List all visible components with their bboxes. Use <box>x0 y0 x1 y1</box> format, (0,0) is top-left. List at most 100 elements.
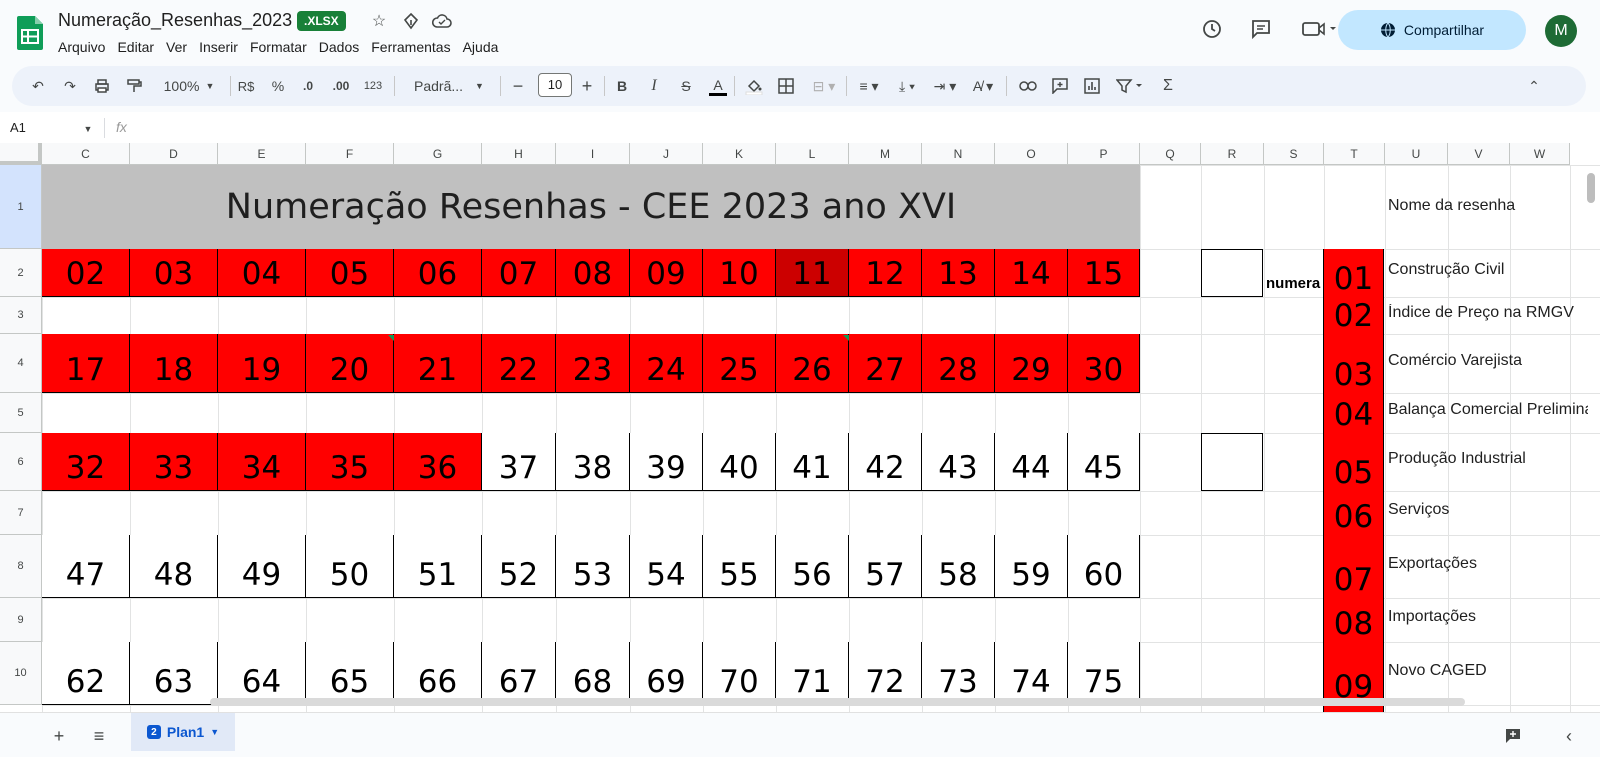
number-cell[interactable]: 59 <box>995 535 1068 598</box>
menu-ajuda[interactable]: Ajuda <box>462 39 499 55</box>
currency-format-button[interactable]: R$ <box>237 78 255 94</box>
align-horizontal-icon[interactable]: ≡ ▾ <box>859 77 879 94</box>
empty-box-cell[interactable] <box>1201 249 1263 297</box>
number-cell[interactable]: 72 <box>849 642 922 705</box>
column-header-m[interactable]: M <box>849 143 922 165</box>
column-header-s[interactable]: S <box>1264 143 1324 165</box>
percent-format-button[interactable]: % <box>271 78 285 94</box>
menu-dados[interactable]: Dados <box>318 39 360 55</box>
share-button[interactable]: Compartilhar <box>1338 10 1526 50</box>
number-cell[interactable]: 51 <box>394 535 482 598</box>
number-cell[interactable]: 69 <box>630 642 703 705</box>
number-cell[interactable]: 52 <box>482 535 556 598</box>
number-cell[interactable]: 65 <box>306 642 394 705</box>
number-cell[interactable]: 40 <box>703 433 776 491</box>
number-cell[interactable]: 11 <box>776 249 849 297</box>
row-header-7[interactable]: 7 <box>0 491 42 535</box>
side-list-number[interactable]: 03 <box>1323 334 1384 393</box>
number-cell[interactable]: 25 <box>703 334 776 393</box>
number-cell[interactable]: 49 <box>218 535 306 598</box>
number-cell[interactable]: 63 <box>130 642 218 705</box>
row-header-3[interactable]: 3 <box>0 297 42 334</box>
number-cell[interactable]: 53 <box>556 535 630 598</box>
column-header-d[interactable]: D <box>130 143 218 165</box>
font-size-input[interactable]: 10 <box>538 73 572 97</box>
select-all-corner[interactable] <box>0 143 42 165</box>
number-cell[interactable]: 19 <box>218 334 306 393</box>
number-cell[interactable]: 23 <box>556 334 630 393</box>
version-history-icon[interactable] <box>1199 16 1225 42</box>
redo-icon[interactable]: ↷ <box>64 77 76 94</box>
number-cell[interactable]: 18 <box>130 334 218 393</box>
decrease-decimal-button[interactable]: .0 <box>302 79 313 93</box>
side-list-name[interactable]: Produção Industrial <box>1388 450 1526 467</box>
number-cell[interactable]: 33 <box>130 433 218 491</box>
side-list-number[interactable]: 07 <box>1323 535 1384 598</box>
column-header-k[interactable]: K <box>703 143 776 165</box>
column-header-l[interactable]: L <box>776 143 849 165</box>
row-header-6[interactable]: 6 <box>0 433 42 491</box>
bold-icon[interactable]: B <box>616 78 628 94</box>
horizontal-scrollbar[interactable] <box>210 698 1465 706</box>
number-cell[interactable]: 41 <box>776 433 849 491</box>
column-header-h[interactable]: H <box>482 143 556 165</box>
side-list-name[interactable]: Balança Comercial Preliminar <box>1388 401 1588 418</box>
column-header-p[interactable]: P <box>1068 143 1140 165</box>
side-list-number[interactable]: 05 <box>1323 433 1384 491</box>
number-cell[interactable]: 24 <box>630 334 703 393</box>
text-wrap-icon[interactable]: ⇥ ▾ <box>933 77 957 94</box>
move-folder-icon[interactable] <box>400 10 422 32</box>
column-header-t[interactable]: T <box>1324 143 1385 165</box>
row-header-10[interactable]: 10 <box>0 642 42 705</box>
column-header-i[interactable]: I <box>556 143 630 165</box>
fill-color-icon[interactable] <box>742 74 766 98</box>
menu-editar[interactable]: Editar <box>117 39 155 55</box>
insert-chart-icon[interactable] <box>1080 74 1104 98</box>
collapse-toolbar-icon[interactable]: ⌃ <box>1528 77 1540 94</box>
number-cell[interactable]: 22 <box>482 334 556 393</box>
number-cell[interactable]: 37 <box>482 433 556 491</box>
number-cell[interactable]: 34 <box>218 433 306 491</box>
number-cell[interactable]: 39 <box>630 433 703 491</box>
all-sheets-icon[interactable]: ≡ <box>93 725 105 746</box>
add-sheet-icon[interactable]: + <box>53 725 65 746</box>
paint-format-icon[interactable] <box>122 74 146 98</box>
number-cell[interactable]: 70 <box>703 642 776 705</box>
column-header-e[interactable]: E <box>218 143 306 165</box>
sheet-title-cell[interactable]: Numeração Resenhas - CEE 2023 ano XVI <box>42 165 1140 249</box>
number-cell[interactable]: 43 <box>922 433 995 491</box>
borders-icon[interactable] <box>774 74 798 98</box>
number-cell[interactable]: 02 <box>42 249 130 297</box>
row-header-4[interactable]: 4 <box>0 334 42 393</box>
number-cell[interactable]: 50 <box>306 535 394 598</box>
side-list-name[interactable]: Comércio Varejista <box>1388 351 1522 369</box>
sheet-tab-plan1[interactable]: 2 Plan1 ▼ <box>131 713 235 751</box>
side-list-name[interactable]: Índice de Preço na RMGV <box>1388 303 1574 321</box>
avatar[interactable]: M <box>1545 15 1577 47</box>
number-cell[interactable]: 75 <box>1068 642 1140 705</box>
row-header-1[interactable]: 1 <box>0 165 42 249</box>
number-cell[interactable]: 71 <box>776 642 849 705</box>
name-box[interactable]: A1 ▼ <box>10 120 92 135</box>
column-header-f[interactable]: F <box>306 143 394 165</box>
side-list-name[interactable]: Exportações <box>1388 554 1477 572</box>
column-header-v[interactable]: V <box>1448 143 1510 165</box>
column-header-j[interactable]: J <box>630 143 703 165</box>
sheets-logo-icon[interactable] <box>17 16 43 50</box>
menu-ver[interactable]: Ver <box>166 39 188 55</box>
increase-decimal-button[interactable]: .00 <box>332 79 350 93</box>
number-cell[interactable]: 60 <box>1068 535 1140 598</box>
number-cell[interactable]: 29 <box>995 334 1068 393</box>
document-title[interactable]: Numeração_Resenhas_2023 <box>58 10 293 30</box>
number-cell[interactable]: 48 <box>130 535 218 598</box>
spreadsheet-grid[interactable]: C D E F G H I J K L M N O P Q R S T U V W 1 2 3 4 5 6 7 8 9 10 Numeraçã… <box>0 143 1600 713</box>
number-cell[interactable]: 28 <box>922 334 995 393</box>
number-cell[interactable]: 74 <box>995 642 1068 705</box>
increase-font-size-icon[interactable]: + <box>581 75 593 96</box>
number-format-button[interactable]: 123 <box>363 80 383 92</box>
number-cell[interactable]: 55 <box>703 535 776 598</box>
number-cell[interactable]: 54 <box>630 535 703 598</box>
side-list-name[interactable]: Novo CAGED <box>1388 661 1487 679</box>
row-header-5[interactable]: 5 <box>0 393 42 433</box>
number-cell[interactable]: 68 <box>556 642 630 705</box>
